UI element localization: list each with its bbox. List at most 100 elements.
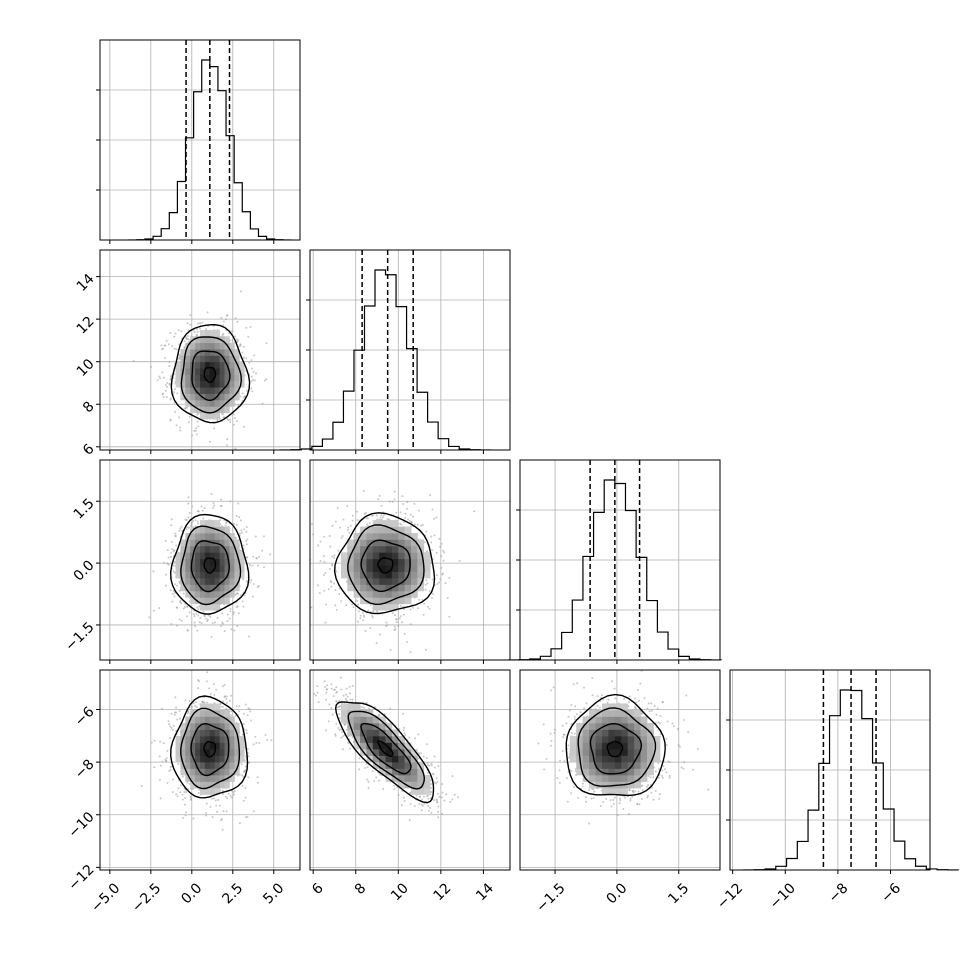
scatter-point — [174, 583, 177, 586]
density-cell — [417, 571, 425, 579]
density-cell — [360, 584, 367, 592]
panel-content — [537, 670, 710, 825]
scatter-point — [438, 581, 441, 584]
density-cell — [185, 545, 191, 553]
scatter-point — [442, 559, 445, 562]
scatter-point — [164, 383, 167, 386]
scatter-point — [424, 588, 427, 591]
scatter-point — [201, 509, 204, 512]
density-cell — [627, 735, 635, 743]
density-cell — [608, 703, 616, 711]
scatter-point — [550, 739, 553, 742]
scatter-point — [167, 720, 170, 723]
x-tick-label: 12 — [431, 880, 455, 904]
scatter-point — [549, 689, 552, 692]
scatter-point — [255, 741, 258, 744]
scatter-point — [371, 514, 374, 517]
density-cell — [372, 755, 380, 763]
scatter-point — [346, 505, 349, 508]
density-cell — [366, 532, 374, 540]
scatter-point — [246, 714, 249, 717]
scatter-point — [367, 707, 370, 710]
density-cell — [379, 526, 386, 534]
density-cell — [385, 735, 393, 743]
scatter-point — [435, 799, 438, 802]
density-cell — [410, 565, 418, 572]
scatter-point — [235, 420, 238, 423]
density-cell — [601, 761, 609, 769]
scatter-point — [398, 617, 401, 620]
density-cell — [204, 742, 211, 750]
scatter-point — [430, 783, 433, 786]
density-cell — [190, 748, 196, 756]
scatter-point — [175, 544, 178, 547]
density-cell — [195, 755, 201, 763]
scatter-point — [349, 692, 352, 695]
density-cell — [180, 755, 186, 763]
scatter-point — [435, 574, 438, 577]
scatter-point — [176, 795, 179, 798]
density-cell — [204, 590, 211, 598]
density-cell — [204, 412, 211, 420]
density-cell — [372, 545, 380, 553]
contour-line — [360, 722, 412, 775]
density-cell — [398, 774, 406, 782]
scatter-point — [420, 524, 423, 527]
density-cell — [180, 748, 186, 756]
density-cell — [185, 761, 191, 769]
density-cell — [190, 539, 196, 547]
scatter-point — [402, 796, 405, 799]
scatter-point — [169, 398, 172, 401]
density-cell — [341, 558, 348, 566]
density-cell — [204, 532, 211, 540]
density-cell — [224, 558, 230, 566]
scatter-point — [249, 325, 252, 328]
scatter-point — [650, 791, 653, 794]
scatter-point — [431, 578, 434, 581]
density-cell — [204, 545, 211, 553]
density-cell — [423, 571, 431, 579]
density-cell — [385, 526, 393, 534]
contour-line — [347, 524, 425, 606]
density-cell — [200, 552, 206, 560]
scatter-point — [188, 415, 191, 418]
scatter-point — [237, 339, 240, 342]
scatter-point — [393, 625, 396, 628]
density-cell — [214, 361, 221, 369]
contour-line — [180, 336, 243, 414]
density-cell — [190, 406, 196, 414]
scatter-point — [182, 607, 185, 610]
scatter-point — [650, 702, 653, 705]
scatter-point — [558, 769, 561, 772]
scatter-point — [425, 530, 428, 533]
density-cell — [229, 742, 235, 750]
scatter-point — [226, 314, 229, 317]
scatter-point — [220, 498, 223, 501]
scatter-point — [328, 567, 331, 570]
scatter-point — [253, 354, 256, 357]
contour-line — [334, 701, 435, 804]
scatter-point — [241, 392, 244, 395]
scatter-point — [570, 770, 573, 773]
density-cell — [614, 755, 622, 763]
scatter-point — [235, 523, 238, 526]
density-cell — [410, 571, 418, 579]
density-cell — [601, 709, 609, 717]
density-cell — [200, 374, 206, 382]
density-cell — [353, 532, 361, 540]
scatter-point — [665, 771, 668, 774]
scatter-point — [161, 393, 164, 396]
density-cell — [582, 755, 590, 763]
density-cell — [195, 578, 201, 585]
scatter-point — [312, 533, 315, 536]
scatter-point — [177, 787, 180, 790]
density-cell — [647, 742, 654, 750]
density-cell — [190, 716, 196, 724]
scatter-point — [378, 494, 381, 497]
density-cell — [234, 565, 240, 572]
scatter-point — [242, 799, 245, 802]
scatter-point — [413, 805, 416, 808]
density-cell — [582, 729, 590, 737]
contour-line — [190, 540, 230, 593]
density-cell — [180, 380, 186, 388]
